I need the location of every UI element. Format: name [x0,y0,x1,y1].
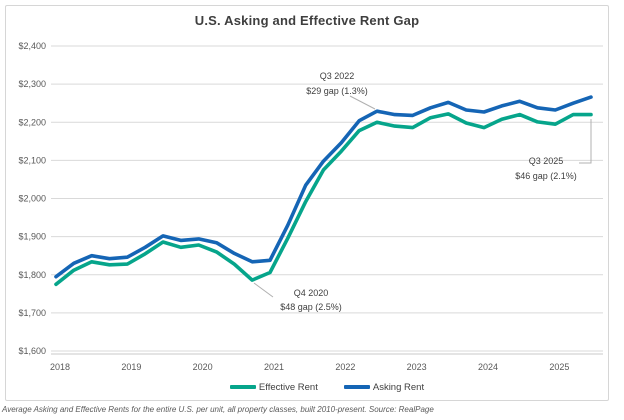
legend-label: Effective Rent [258,381,318,393]
annotation-text: $48 gap (2.5%) [280,302,342,312]
asking-rent-line [54,95,593,279]
legend-label: Asking Rent [372,381,425,393]
annotation-q3-2025-gap: Q3 2025 $46 gap (2.1%) [515,119,592,181]
chart-title: U.S. Asking and Effective Rent Gap [194,13,420,28]
x-tick-label: 2023 [407,362,427,372]
effective-rent-line [54,112,593,287]
y-tick-label: $2,200 [18,117,46,127]
annotation-q4-2020-gap: Q4 2020 $48 gap (2.5%) [253,282,342,312]
x-tick-label: 2025 [549,362,569,372]
y-tick-label: $2,000 [18,194,46,204]
annotation-text: $29 gap (1.3%) [306,86,368,96]
y-tick-label: $1,800 [18,270,46,280]
x-tick-label: 2018 [50,362,70,372]
annotation-text: Q3 2025 [529,156,564,166]
annotation-text: Q3 2022 [320,71,355,81]
x-tick-label: 2021 [264,362,284,372]
legend-item-effective-rent: Effective Rent [229,381,318,393]
x-tick-label: 2024 [478,362,498,372]
x-tick-label: 2019 [121,362,141,372]
chart-legend: Effective Rent Asking Rent [51,379,603,395]
effective-rent-line-swatch [229,385,256,389]
annotation-text: Q4 2020 [294,288,329,298]
legend-item-asking-rent: Asking Rent [343,381,425,393]
y-tick-label: $1,700 [18,308,46,318]
x-axis-tick-labels: 2018 2019 2020 2021 2022 2023 2024 2025 [50,362,569,372]
annotation-q3-2022-gap: Q3 2022 $29 gap (1.3%) [306,71,376,110]
y-tick-label: $1,900 [18,232,46,242]
y-axis-tick-labels: $2,400 $2,300 $2,200 $2,100 $2,000 $1,900 $1,8… [18,41,46,356]
asking-rent-line-swatch [343,385,370,389]
y-tick-label: $2,300 [18,79,46,89]
chart-frame: U.S. Asking and Effective Rent Gap $2,40… [5,5,609,401]
y-tick-label: $1,600 [18,346,46,356]
rent-gap-line-chart: $2,400 $2,300 $2,200 $2,100 $2,000 $1,900 $1,8… [18,41,603,372]
gridlines [51,45,603,352]
x-tick-label: 2020 [193,362,213,372]
annotation-text: $46 gap (2.1%) [515,171,577,181]
source-caption: Average Asking and Effective Rents for t… [2,405,434,414]
annotation-connector-line [579,119,592,164]
y-tick-label: $2,100 [18,155,46,165]
annotation-connector-line [253,282,274,298]
annotation-connector-line [349,95,376,110]
x-tick-label: 2022 [335,362,355,372]
y-tick-label: $2,400 [18,41,46,51]
